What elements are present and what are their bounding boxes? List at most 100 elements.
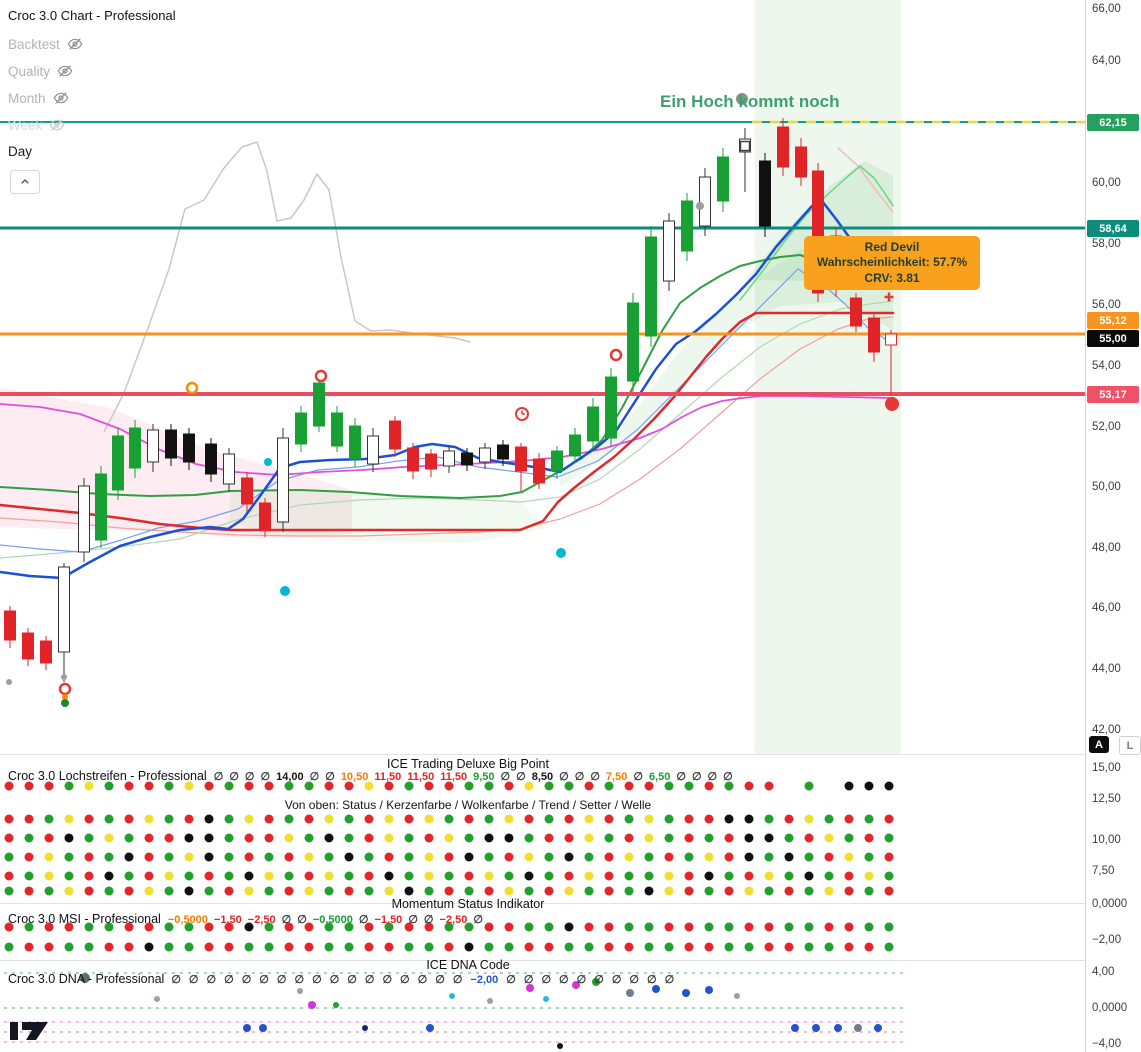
layer-toggle-month[interactable]: Month <box>8 90 69 106</box>
indicator-dot <box>4 942 14 952</box>
price-axis[interactable]: A L 66,00 64,00 60,00 58,00 56,00 54,00 52,00 5… <box>1085 0 1141 1052</box>
indicator-dot <box>84 886 94 896</box>
candle-body <box>58 566 70 653</box>
price-label: 60,00 <box>1092 177 1121 189</box>
indicator-dot <box>784 871 794 881</box>
collapse-menu-button[interactable] <box>10 170 40 194</box>
indicator-value: 8,50 <box>531 771 554 783</box>
indicator-dot <box>484 814 494 824</box>
indicator-value: ∅ <box>312 974 322 986</box>
indicator-dot <box>304 781 314 791</box>
dna-dot <box>259 1024 267 1032</box>
indicator-dot <box>284 852 294 862</box>
candle-body <box>22 632 34 660</box>
indicator-dot <box>604 871 614 881</box>
indicator-value: ∅ <box>691 771 702 783</box>
indicator-value: 9,50 <box>473 771 495 783</box>
layer-toggle-quality[interactable]: Quality <box>8 63 73 79</box>
indicator-dot <box>824 833 834 843</box>
panel-scale-label: 10,00 <box>1092 834 1121 846</box>
candle-body <box>533 458 545 484</box>
layer-label: Week <box>8 117 43 133</box>
indicator-dot <box>384 886 394 896</box>
indicator-value: ∅ <box>452 974 463 986</box>
indicator-dot <box>164 922 174 932</box>
indicator-dot <box>464 814 474 824</box>
indicator-dot <box>524 833 534 843</box>
price-label: 64,00 <box>1092 55 1121 67</box>
candle-body <box>812 170 824 294</box>
indicator-dot <box>544 942 554 952</box>
indicator-dot <box>244 871 254 881</box>
indicator-dot <box>444 852 454 862</box>
indicator-dot <box>404 852 414 862</box>
candle-body <box>295 412 307 445</box>
layer-toggle-backtest[interactable]: Backtest <box>8 36 83 52</box>
panel-scale-label: −2,00 <box>1092 934 1122 946</box>
eye-off-icon[interactable] <box>67 36 83 52</box>
indicator-dot <box>104 781 114 791</box>
indicator-dot <box>584 833 594 843</box>
layer-toggle-week[interactable]: Week <box>8 117 65 133</box>
indicator-dot <box>84 833 94 843</box>
dna-panel-label: Croc 3.0 DNA - Professional ∅ ∅ ∅ ∅ ∅ ∅ ∅ ∅ ∅ ∅ ∅ ∅… <box>8 972 674 986</box>
indicator-dot <box>224 814 234 824</box>
indicator-dot <box>124 833 134 843</box>
indicator-value: ∅ <box>590 771 600 783</box>
indicator-dot <box>744 833 754 843</box>
dna-dot <box>426 1024 434 1032</box>
indicator-dot <box>4 871 14 881</box>
tradingview-logo[interactable] <box>8 1014 52 1049</box>
indicator-value: ∅ <box>559 771 569 783</box>
panel-scale-label: 4,00 <box>1092 966 1115 978</box>
panel-scale-label: 12,50 <box>1092 793 1121 805</box>
eye-off-icon[interactable] <box>53 90 69 106</box>
indicator-dot <box>104 942 114 952</box>
indicator-dot <box>124 942 134 952</box>
candle-body <box>497 444 509 460</box>
indicator-dot <box>664 814 674 824</box>
indicator-dot <box>184 922 194 932</box>
eye-off-icon[interactable] <box>49 117 65 133</box>
indicator-dot <box>104 886 114 896</box>
candle-body <box>349 425 361 460</box>
log-scale-toggle[interactable]: L <box>1119 736 1141 755</box>
indicator-dot <box>564 922 574 932</box>
indicator-value: ∅ <box>244 771 255 783</box>
indicator-dot <box>324 942 334 952</box>
candle-body <box>461 452 473 466</box>
indicator-dot <box>484 886 494 896</box>
auto-scale-toggle[interactable]: A <box>1089 736 1109 753</box>
price-label: 46,00 <box>1092 602 1121 614</box>
dna-dot <box>834 1024 842 1032</box>
indicator-value: 7,50 <box>605 771 628 783</box>
dna-panel-header: ICE DNA Code <box>426 958 510 972</box>
indicator-dot <box>744 814 754 824</box>
eye-off-icon[interactable] <box>57 63 73 79</box>
indicator-dot <box>424 942 434 952</box>
indicator-dot <box>284 942 294 952</box>
indicator-dot <box>724 833 734 843</box>
indicator-dot <box>204 833 214 843</box>
indicator-dot <box>704 922 714 932</box>
dna-dot <box>652 985 660 993</box>
indicator-dot <box>504 922 514 932</box>
indicator-dot <box>644 942 654 952</box>
candle-body <box>850 297 862 327</box>
indicator-dot <box>704 942 714 952</box>
indicator-dot <box>424 886 434 896</box>
dna-dot <box>154 996 160 1002</box>
indicator-dot <box>564 871 574 881</box>
indicator-dot <box>184 886 194 896</box>
bigpoint-panel-header: ICE Trading Deluxe Big Point <box>387 757 549 771</box>
indicator-dot <box>364 886 374 896</box>
indicator-dot <box>524 886 534 896</box>
indicator-line <box>739 165 894 301</box>
indicator-value: ∅ <box>241 974 252 986</box>
indicator-dot <box>664 942 674 952</box>
indicator-dot <box>344 942 354 952</box>
layer-toggle-day[interactable]: Day <box>8 144 32 159</box>
price-label: 58,00 <box>1092 238 1121 250</box>
indicator-dot <box>144 814 154 824</box>
